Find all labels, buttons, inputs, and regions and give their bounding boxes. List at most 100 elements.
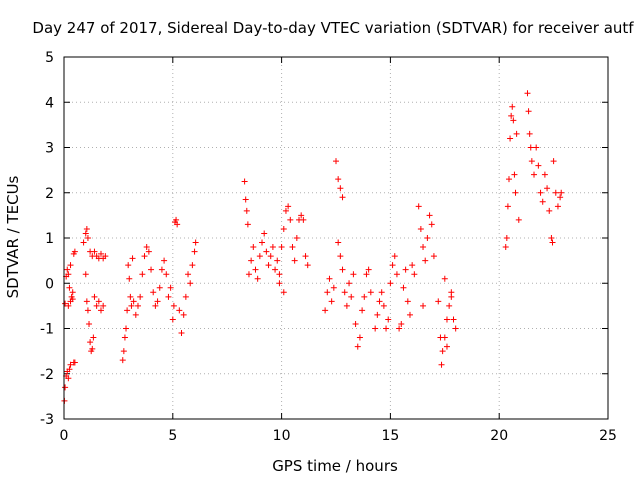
data-point [391, 253, 398, 260]
data-point [361, 293, 368, 300]
data-point [130, 298, 137, 305]
data-point [256, 253, 263, 260]
data-point [558, 189, 565, 196]
data-point [83, 225, 90, 232]
data-point [169, 316, 176, 323]
data-point [298, 212, 305, 219]
data-point [554, 203, 561, 210]
data-point [544, 185, 551, 192]
data-point [250, 244, 257, 251]
data-point [400, 284, 407, 291]
data-point [417, 225, 424, 232]
data-point [278, 244, 285, 251]
data-point [132, 311, 139, 318]
data-point [182, 293, 189, 300]
data-point [411, 271, 418, 278]
data-point [450, 316, 457, 323]
data-point [84, 235, 91, 241]
data-point [83, 298, 90, 305]
data-point [359, 307, 366, 314]
data-point [158, 266, 165, 273]
data-point [322, 307, 329, 314]
data-point [409, 262, 416, 269]
data-point [148, 266, 155, 273]
data-point [346, 280, 353, 287]
data-point [335, 239, 342, 246]
data-point [502, 244, 509, 251]
data-point [287, 216, 294, 223]
data-point [137, 293, 144, 300]
y-tick-label: 3 [45, 141, 54, 157]
data-point [511, 171, 518, 178]
data-point [533, 144, 540, 151]
data-point [435, 298, 442, 305]
data-point [65, 375, 72, 382]
data-point [91, 293, 98, 300]
data-point [62, 300, 69, 307]
data-point [123, 325, 130, 332]
data-point [128, 302, 135, 309]
data-point [443, 343, 450, 350]
data-point [531, 171, 538, 178]
data-point [528, 158, 535, 165]
data-point [102, 253, 109, 260]
data-point [335, 176, 342, 183]
data-point [139, 271, 146, 278]
data-point [269, 244, 276, 251]
data-point [350, 271, 357, 278]
y-tick-label: 1 [45, 231, 54, 247]
x-tick-label: 10 [273, 428, 291, 444]
data-point [67, 361, 74, 368]
data-point [539, 198, 546, 205]
y-axis-label: SDTVAR / TECUs [4, 175, 22, 298]
data-point [154, 298, 161, 305]
data-point [508, 112, 515, 119]
data-point [343, 302, 350, 309]
data-point [441, 334, 448, 341]
data-point [441, 275, 448, 282]
data-point [535, 162, 542, 169]
data-point [263, 248, 270, 255]
data-point [504, 203, 511, 210]
data-point [446, 302, 453, 309]
data-point [383, 325, 390, 332]
data-point [548, 235, 555, 241]
data-point [178, 330, 185, 337]
data-point [525, 108, 532, 115]
data-point [119, 357, 126, 364]
data-point [69, 296, 76, 303]
data-point [141, 253, 148, 260]
data-point [515, 216, 522, 223]
data-point [66, 284, 73, 291]
data-point [91, 248, 98, 255]
data-point [280, 289, 287, 296]
data-point [71, 359, 78, 366]
y-tick-label: -2 [40, 367, 54, 383]
data-point [550, 158, 557, 165]
data-point [372, 325, 379, 332]
plot-frame [63, 56, 609, 420]
data-point [430, 253, 437, 260]
data-point [87, 339, 94, 346]
data-point [422, 257, 429, 264]
data-point [448, 289, 455, 296]
data-point [356, 334, 363, 341]
data-point [261, 230, 268, 237]
data-point [100, 302, 107, 309]
data-point [396, 325, 403, 332]
data-point [156, 284, 163, 291]
data-point [69, 289, 76, 296]
data-point [192, 239, 199, 246]
data-point [526, 130, 533, 137]
data-point [376, 298, 383, 305]
data-point [557, 194, 564, 201]
data-point [126, 275, 133, 282]
y-tick-label: -3 [40, 412, 54, 428]
data-point [367, 289, 374, 296]
data-point [420, 244, 427, 251]
y-tick-label: 4 [45, 95, 54, 111]
data-point [406, 311, 413, 318]
data-point [173, 216, 180, 223]
data-point [67, 262, 74, 269]
data-point [393, 271, 400, 278]
